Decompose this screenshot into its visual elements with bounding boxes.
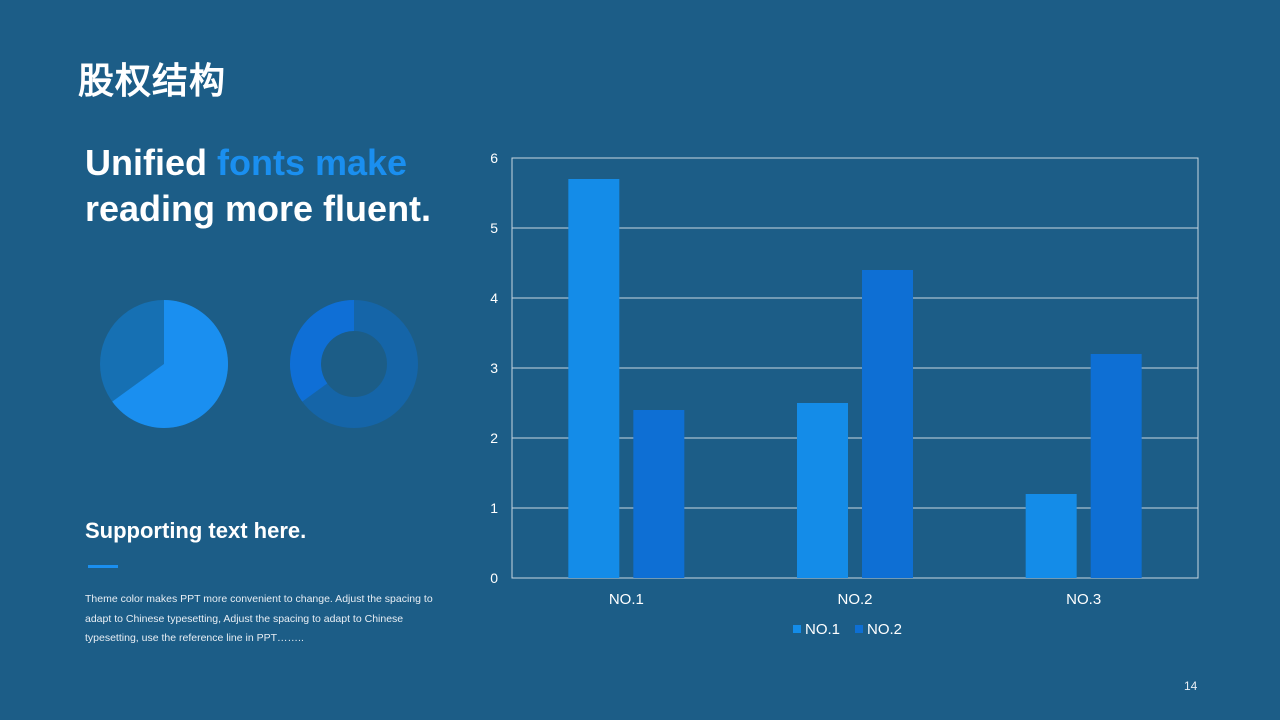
y-tick-label: 3 — [490, 360, 498, 376]
headline-text-2: reading more fluent. — [85, 188, 432, 229]
y-tick-label: 6 — [490, 150, 498, 166]
bar — [633, 410, 685, 578]
legend-label: NO.1 — [805, 621, 840, 638]
divider — [88, 565, 118, 568]
bar — [1025, 494, 1077, 578]
x-tick-label: NO.1 — [609, 591, 644, 608]
donut-slice — [290, 300, 355, 402]
y-tick-label: 0 — [490, 570, 498, 586]
pie-slice — [112, 300, 228, 428]
y-tick-label: 5 — [490, 220, 498, 236]
headline-accent: fonts make — [217, 142, 408, 183]
x-tick-label: NO.2 — [837, 591, 872, 608]
legend-swatch — [793, 625, 801, 633]
headline: Unified fonts make reading more fluent. — [85, 140, 505, 232]
pie-chart — [100, 300, 228, 428]
legend-label: NO.2 — [867, 621, 902, 638]
body-text: Theme color makes PPT more convenient to… — [85, 593, 433, 644]
bar — [568, 179, 620, 578]
bar — [797, 403, 848, 578]
y-tick-label: 4 — [490, 290, 498, 306]
page-number: 14 — [1184, 679, 1198, 693]
supporting-title: Supporting text here. — [85, 518, 307, 543]
donut-chart — [290, 300, 418, 428]
x-tick-label: NO.3 — [1066, 591, 1101, 608]
legend-swatch — [855, 625, 863, 633]
headline-text-1: Unified — [85, 142, 217, 183]
page-title: 股权结构 — [78, 61, 227, 102]
y-tick-label: 1 — [490, 500, 498, 516]
bar-chart: 0 1 2 3 4 5 6 NO.1 NO.2 NO.3 NO.1 NO.2 — [490, 150, 1199, 638]
bar — [862, 270, 913, 578]
bar — [1090, 354, 1142, 578]
y-tick-label: 2 — [490, 430, 498, 446]
